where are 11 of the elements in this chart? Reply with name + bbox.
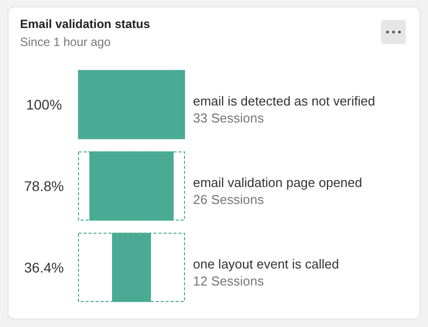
text: 33 Sessions [193, 110, 264, 126]
data-label: 36.4% [24, 259, 64, 276]
data-label: 100% [26, 96, 62, 113]
text: Email validation status [20, 17, 150, 31]
category-label: one layout event is called [193, 256, 339, 272]
text: Since 1 hour ago [20, 35, 112, 49]
data-label: 78.8% [24, 178, 64, 194]
category-label: email is detected as not verified [193, 94, 376, 109]
text: 26 Sessions [193, 192, 264, 207]
category-label: email validation page opened [193, 175, 362, 190]
text: 12 Sessions [193, 273, 264, 288]
